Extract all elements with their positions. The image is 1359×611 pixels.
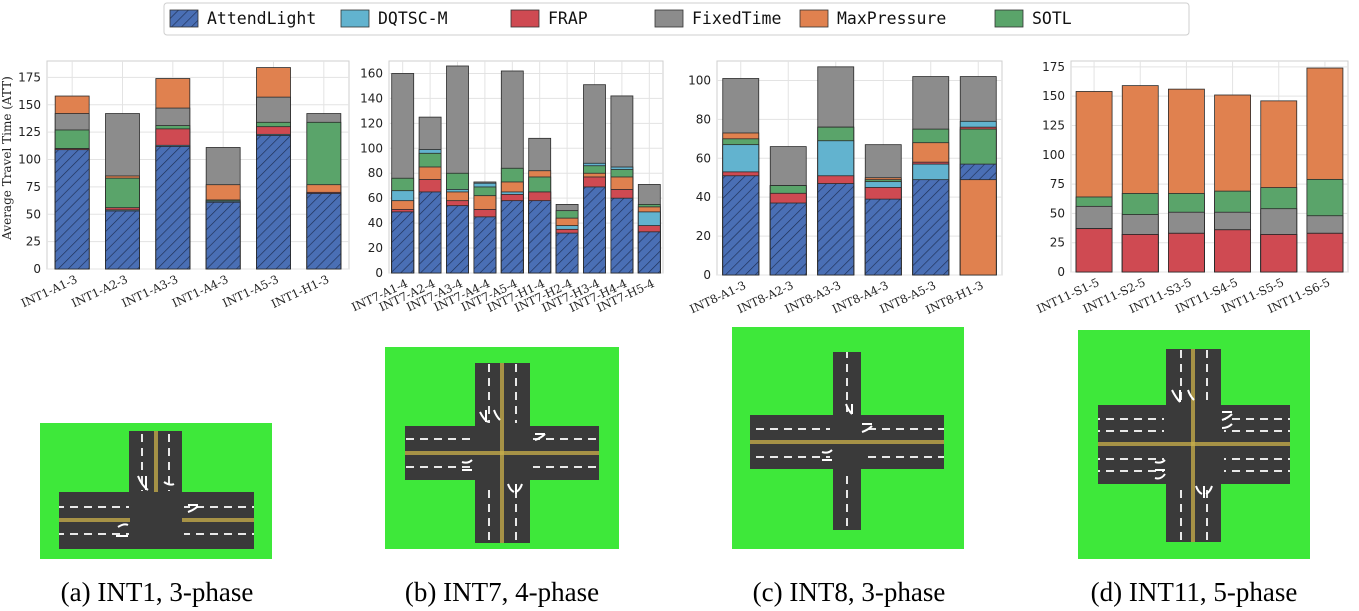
bar-attendlight-int7-h3-4 — [583, 186, 606, 274]
y-tick-label: 60 — [696, 151, 711, 165]
bar-frap-int11-s4-5 — [1214, 229, 1251, 273]
legend-swatch-attendlight — [169, 9, 199, 28]
bar-attendlight-int8-a1-3 — [722, 175, 760, 276]
bar-attendlight-int8-a3-3 — [817, 183, 855, 276]
bar-frap-int11-s6-5 — [1306, 232, 1344, 273]
y-tick-label: 140 — [360, 91, 383, 105]
y-tick-label: 100 — [688, 73, 711, 87]
bar-attendlight-int8-a4-3 — [864, 198, 902, 276]
y-tick-label: 150 — [18, 98, 41, 112]
bar-attendlight-int1-a2-3 — [105, 210, 140, 270]
legend-label-fixedtime: FixedTime — [692, 9, 781, 28]
chart-int7: 020406080100120140160INT7-A1-4INT7-A2-4I… — [349, 60, 664, 315]
caption-a: (a) INT1, 3-phase — [60, 577, 254, 607]
y-tick-label: 25 — [1050, 236, 1065, 250]
legend-label-frap: FRAP — [548, 9, 588, 28]
x-tick-label: INT1-A4-3 — [170, 272, 231, 310]
caption-c: (c) INT8, 3-phase — [752, 577, 946, 607]
bar-frap-int11-s5-5 — [1260, 234, 1298, 273]
x-tick-label: INT1-A1-3 — [19, 272, 80, 310]
legend-swatch-dqtsc-m — [340, 9, 370, 28]
y-tick-label: 50 — [1050, 206, 1065, 220]
intersection-int7-image — [385, 347, 619, 549]
y-tick-label: 100 — [360, 141, 383, 155]
bar-attendlight-int7-a4-4 — [473, 216, 497, 274]
y-tick-label: 20 — [696, 229, 711, 243]
y-tick-label: 150 — [1042, 89, 1065, 103]
y-tick-label: 25 — [26, 235, 41, 249]
bar-attendlight-int7-a3-4 — [446, 205, 469, 274]
y-tick-label: 50 — [26, 207, 41, 221]
caption-b: (b) INT7, 4-phase — [404, 577, 600, 607]
y-tick-label: 40 — [368, 216, 383, 230]
y-tick-label: 80 — [368, 166, 383, 180]
plot-area — [46, 60, 350, 270]
y-tick-label: 0 — [375, 266, 383, 280]
y-tick-label: 75 — [1050, 177, 1065, 191]
y-tick-label: 100 — [18, 153, 41, 167]
bar-attendlight-int7-a5-4 — [500, 200, 524, 274]
bar-attendlight-int1-a3-3 — [155, 145, 191, 270]
legend-label-dqtsc-m: DQTSC-M — [378, 9, 448, 28]
x-tick-label: INT1-A3-3 — [120, 272, 181, 310]
bar-attendlight-int7-h4-4 — [610, 197, 634, 274]
y-tick-label: 40 — [696, 190, 711, 204]
legend: AttendLight DQTSC-M FRAP FixedTime MaxPressu… — [163, 2, 1190, 36]
y-tick-label: 100 — [1042, 148, 1065, 162]
plot-area — [1070, 60, 1349, 273]
bar-attendlight-int7-a2-4 — [418, 191, 442, 274]
chart-int11: 0255075100125150175INT11-S1-5INT11-S2-5I… — [1035, 60, 1349, 316]
plot-area — [716, 60, 1003, 276]
bar-attendlight-int7-a1-4 — [391, 211, 415, 274]
bar-maxpressure-int8-h1-3 — [959, 179, 997, 276]
y-tick-label: 75 — [26, 180, 41, 194]
bar-attendlight-int1-a4-3 — [205, 201, 241, 270]
chart-int8: 020406080100INT8-A1-3INT8-A2-3INT8-A3-3I… — [687, 60, 1003, 317]
y-tick-label: 0 — [1057, 265, 1065, 279]
y-tick-label: 120 — [360, 116, 383, 130]
caption-d: (d) INT11, 5-phase — [1090, 577, 1298, 607]
legend-swatch-fixedtime — [654, 9, 684, 28]
x-tick-label: INT1-H1-3 — [269, 272, 331, 311]
bar-attendlight-int7-h1-4 — [528, 200, 552, 274]
road-horizontal — [405, 426, 599, 480]
bar-attendlight-int1-h1-3 — [306, 193, 342, 270]
x-tick-label: INT1-A2-3 — [69, 272, 130, 310]
bar-frap-int11-s2-5 — [1121, 234, 1159, 273]
y-tick-label: 60 — [368, 191, 383, 205]
y-axis-label: Average Travel Time (ATT) — [0, 76, 14, 241]
legend-swatch-maxpressure — [799, 9, 829, 28]
y-tick-label: 125 — [1042, 118, 1065, 132]
bar-attendlight-int8-a5-3 — [912, 179, 950, 276]
y-tick-label: 175 — [1042, 60, 1065, 74]
bar-attendlight-int1-a1-3 — [54, 149, 90, 270]
bar-attendlight-int1-a5-3 — [256, 135, 291, 270]
intersection-int8-image — [732, 327, 964, 549]
legend-label-sotl: SOTL — [1032, 9, 1072, 28]
y-tick-label: 175 — [18, 70, 41, 84]
intersection-int1-image — [40, 423, 272, 559]
intersection-int11-image — [1078, 330, 1310, 559]
bar-attendlight-int8-a2-3 — [769, 202, 807, 276]
legend-label-maxpressure: MaxPressure — [837, 9, 946, 28]
legend-label-attendlight: AttendLight — [207, 9, 316, 28]
y-tick-label: 0 — [703, 268, 711, 282]
road-horizontal — [750, 415, 944, 469]
bar-attendlight-int7-h2-4 — [555, 232, 579, 274]
legend-swatch-sotl — [994, 9, 1024, 28]
y-tick-label: 20 — [368, 241, 383, 255]
bar-frap-int11-s3-5 — [1168, 232, 1205, 273]
y-tick-label: 0 — [33, 262, 41, 276]
chart-int1: 0255075100125150175INT1-A1-3INT1-A2-3INT… — [18, 60, 350, 311]
legend-swatch-frap — [510, 9, 540, 28]
y-tick-label: 160 — [360, 66, 383, 80]
bar-attendlight-int7-h5-4 — [637, 231, 661, 274]
y-tick-label: 125 — [18, 125, 41, 139]
y-tick-label: 80 — [696, 112, 711, 126]
bar-frap-int11-s1-5 — [1075, 228, 1113, 273]
